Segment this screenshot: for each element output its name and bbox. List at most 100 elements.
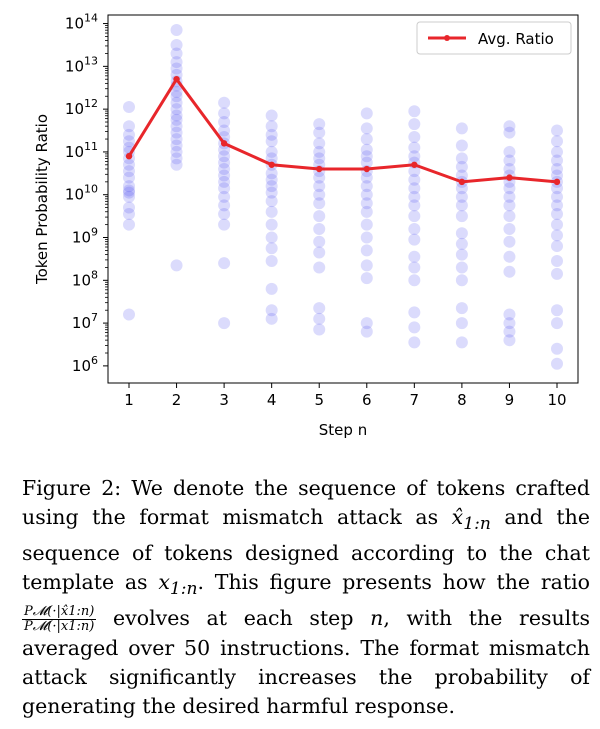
- x-tick-label: 4: [267, 391, 277, 409]
- data-point: [360, 133, 373, 146]
- data-point: [218, 190, 231, 203]
- data-point: [265, 205, 278, 218]
- x-ticks: 1 2 3 4 5 6 7 8 9 10: [124, 383, 567, 409]
- legend: Avg. Ratio: [416, 21, 572, 55]
- data-point: [551, 357, 563, 370]
- data-point: [455, 182, 468, 195]
- data-point: [455, 302, 468, 315]
- data-point: [123, 184, 135, 197]
- data-point: [265, 173, 278, 186]
- data-point: [170, 133, 183, 146]
- data-point: [313, 137, 326, 150]
- data-point: [265, 145, 278, 158]
- data-point: [265, 312, 278, 325]
- data-point: [218, 169, 231, 182]
- data-point: [170, 23, 183, 36]
- data-point: [265, 186, 278, 199]
- data-point: [123, 171, 135, 184]
- data-point: [503, 235, 516, 248]
- caption-fraction: P𝓜(·|x̂1:n) P𝓜(·|x1:n): [22, 604, 97, 635]
- y-axis-label: Token Probability Ratio: [33, 114, 51, 285]
- data-point: [503, 190, 516, 203]
- data-point: [123, 135, 135, 148]
- data-point: [265, 218, 278, 231]
- avg-ratio-marker: [553, 178, 561, 186]
- caption-math-n: n: [370, 606, 384, 631]
- data-point: [265, 231, 278, 244]
- data-point: [551, 342, 563, 355]
- data-point: [360, 231, 373, 244]
- data-point: [313, 145, 326, 158]
- data-point: [265, 255, 278, 268]
- caption-text-1: We denote the sequence of tokens crafted…: [22, 476, 590, 529]
- data-point: [170, 152, 183, 165]
- data-point: [360, 143, 373, 156]
- data-point: [313, 118, 326, 131]
- data-point: [551, 207, 563, 220]
- y-tick-label: 1014: [65, 12, 98, 33]
- data-point: [170, 96, 183, 109]
- avg-ratio-marker: [411, 161, 418, 168]
- data-point: [551, 163, 563, 176]
- data-point: [503, 182, 516, 195]
- x-axis-label: Step n: [319, 421, 367, 439]
- data-point: [265, 128, 278, 141]
- data-point: [313, 261, 326, 274]
- data-point: [170, 158, 183, 171]
- data-point: [503, 145, 516, 158]
- avg-ratio-marker: [220, 140, 228, 147]
- data-point: [170, 113, 183, 126]
- data-point: [455, 261, 468, 274]
- data-point: [551, 182, 563, 195]
- data-point: [313, 302, 326, 315]
- data-point: [551, 145, 563, 158]
- data-point: [503, 325, 516, 338]
- y-tick-label: 1013: [65, 54, 98, 75]
- data-point: [170, 56, 183, 69]
- data-point: [455, 210, 468, 223]
- data-point: [551, 169, 563, 182]
- data-point: [408, 118, 421, 131]
- data-point: [360, 171, 373, 184]
- avg-line-layer: [125, 75, 561, 186]
- data-point: [551, 124, 563, 137]
- avg-ratio-marker: [268, 161, 275, 168]
- data-point: [123, 186, 135, 199]
- caption-text-4: evolves at each step: [96, 606, 371, 631]
- data-point: [218, 115, 231, 128]
- data-point: [265, 195, 278, 208]
- data-point: [408, 165, 421, 178]
- data-point: [455, 248, 468, 261]
- data-point: [455, 190, 468, 203]
- data-point: [313, 180, 326, 193]
- data-point: [455, 237, 468, 250]
- data-point: [408, 130, 421, 143]
- data-point: [218, 163, 231, 176]
- data-point: [123, 308, 135, 321]
- data-point: [218, 218, 231, 231]
- x-tick-label: 6: [362, 391, 372, 409]
- data-point: [170, 62, 183, 75]
- avg-ratio-marker: [458, 178, 466, 186]
- y-tick-label: 107: [72, 311, 98, 332]
- caption-math-xhat: x̂1:n: [451, 505, 491, 535]
- caption-paragraph: Figure 2: We denote the sequence of toke…: [22, 474, 590, 721]
- data-point: [265, 167, 278, 180]
- data-point: [265, 109, 278, 122]
- avg-ratio-marker: [125, 153, 133, 160]
- x-tick-label: 7: [410, 391, 420, 409]
- data-point: [123, 201, 135, 214]
- data-point: [360, 259, 373, 272]
- data-point: [408, 105, 421, 118]
- data-point: [313, 197, 326, 210]
- data-point: [265, 242, 278, 255]
- data-point: [503, 154, 516, 167]
- avg-ratio-line: [127, 76, 558, 184]
- data-point: [408, 222, 421, 235]
- data-point: [455, 199, 468, 212]
- data-point: [218, 175, 231, 188]
- data-point: [218, 143, 231, 156]
- y-tick-label: 1010: [65, 183, 98, 204]
- caption-figure-label: Figure 2:: [22, 476, 122, 500]
- data-point: [360, 122, 373, 135]
